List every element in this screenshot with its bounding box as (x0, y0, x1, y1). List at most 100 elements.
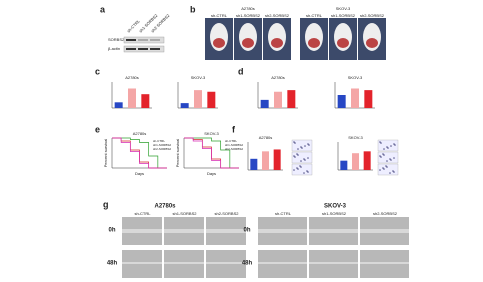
cell (386, 166, 388, 168)
cell (296, 153, 298, 155)
label: SORBS2 (108, 37, 125, 42)
bar (351, 88, 359, 108)
bar (128, 88, 136, 108)
label: 0h (243, 228, 250, 234)
cell (383, 154, 385, 156)
bar (194, 90, 202, 108)
band (150, 39, 160, 41)
label: β-actin (108, 46, 120, 51)
wound-gap (164, 262, 204, 264)
transwell-image (291, 139, 313, 152)
label: Percent survival (103, 139, 108, 168)
cell (293, 141, 295, 143)
survival-curve (184, 137, 239, 169)
cell (386, 160, 388, 162)
cell (387, 147, 389, 149)
label: A2780s (154, 204, 176, 210)
label: sh1-SORBS2 (225, 143, 243, 147)
cell (386, 146, 388, 148)
wound-gap (164, 229, 204, 233)
label: A2780s (259, 135, 273, 140)
cell (383, 168, 385, 170)
cell (307, 143, 309, 145)
label: 0h (108, 228, 115, 234)
bar (273, 149, 281, 170)
bar (250, 158, 258, 170)
cell (293, 169, 295, 171)
band (138, 39, 148, 41)
survival-curve (112, 137, 167, 169)
bar (287, 90, 296, 108)
label: sh1-SORBS2 (153, 143, 171, 147)
cell (382, 167, 384, 169)
cell (300, 166, 302, 168)
tumor (242, 38, 254, 48)
cell (307, 157, 309, 159)
label: c (95, 66, 100, 76)
wound-gap (258, 262, 307, 264)
cell (297, 168, 299, 170)
label: sh-CTRL (211, 13, 228, 18)
cell (392, 170, 394, 172)
bar (274, 91, 282, 108)
label: A2780s (125, 75, 139, 80)
cell (300, 146, 302, 148)
label: g (103, 199, 109, 209)
label: sh-CTRL (153, 139, 165, 143)
label: e (95, 124, 100, 134)
cell (393, 157, 395, 159)
cell (303, 158, 305, 160)
cell (294, 156, 296, 158)
wound-gap (122, 229, 162, 233)
label: sh1-SORBS2 (322, 211, 347, 216)
label: sh-CTRL (306, 13, 323, 18)
cell (304, 159, 306, 161)
bar (207, 91, 216, 108)
tumor (213, 38, 225, 48)
wound-gap (206, 262, 246, 264)
transwell-image (291, 163, 313, 176)
cell (379, 155, 381, 157)
bar (364, 90, 373, 108)
label: SKOV-3 (348, 135, 363, 140)
cell (299, 165, 301, 167)
cell (379, 141, 381, 143)
band (126, 39, 136, 41)
bar (337, 95, 346, 108)
cell (294, 142, 296, 144)
transwell-image (377, 139, 399, 152)
bar (262, 151, 269, 170)
tumor (308, 38, 320, 48)
label: sh1-SORBS2 (331, 13, 356, 18)
label: SKOV-3 (191, 75, 206, 80)
cell (393, 171, 395, 173)
wound-gap (360, 229, 409, 233)
cell (393, 143, 395, 145)
band (126, 48, 136, 50)
cell (297, 148, 299, 150)
bar (141, 94, 150, 108)
wound-gap (206, 229, 246, 233)
label: f (232, 124, 236, 134)
label: 48h (242, 261, 253, 267)
label: SKOV-3 (348, 75, 363, 80)
label: 48h (107, 261, 118, 267)
tumor (271, 38, 283, 48)
cell (293, 155, 295, 157)
wound-gap (309, 229, 358, 233)
transwell-image (291, 151, 313, 164)
label: sh1-SORBS2 (236, 13, 261, 18)
survival-curve (184, 137, 239, 169)
label: sh-CTRL (275, 211, 292, 216)
wound-gap (309, 262, 358, 264)
band (150, 48, 160, 50)
cell (380, 142, 382, 144)
cell (390, 159, 392, 161)
cell (307, 171, 309, 173)
label: Days (135, 171, 144, 176)
wound-gap (122, 262, 162, 264)
bar (260, 99, 269, 108)
cell (390, 145, 392, 147)
wound-gap (360, 262, 409, 264)
